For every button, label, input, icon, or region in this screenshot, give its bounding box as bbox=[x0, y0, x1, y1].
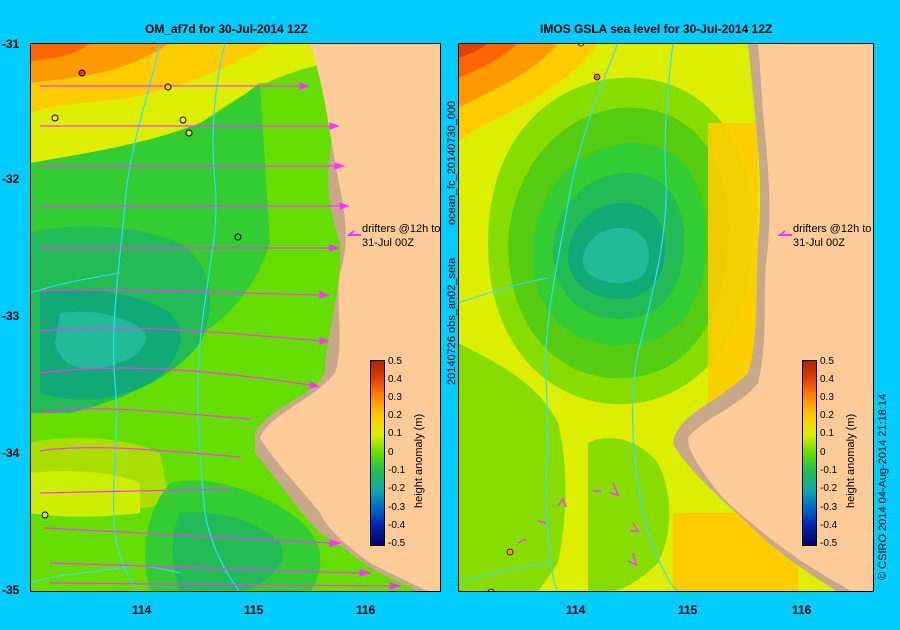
colorbar-tick: -0.1 bbox=[388, 465, 406, 476]
colorbar-tick: -0.5 bbox=[388, 538, 406, 549]
left-map bbox=[30, 43, 441, 592]
colorbar-tick: 0 bbox=[388, 447, 394, 458]
colorbar-tick: 0.4 bbox=[388, 374, 402, 385]
colorbar-tick: -0.4 bbox=[820, 520, 838, 531]
x-tick-label: 116 bbox=[792, 603, 812, 617]
colorbar-tick: 0.2 bbox=[820, 410, 834, 421]
colorbar-tick: 0.3 bbox=[388, 392, 402, 403]
right-colorbar-label: height anomaly (m) bbox=[845, 413, 857, 508]
left-colorbar-label: height anomaly (m) bbox=[413, 413, 425, 508]
right-drifter-arrow bbox=[778, 230, 792, 236]
colorbar-tick: -0.4 bbox=[388, 520, 406, 531]
x-tick-label: 115 bbox=[678, 603, 698, 617]
left-colorbar bbox=[370, 360, 385, 546]
y-tick-label: -31 bbox=[2, 37, 20, 51]
x-tick-label: 116 bbox=[356, 603, 376, 617]
right-colorbar bbox=[802, 360, 817, 546]
y-tick-label: -32 bbox=[2, 172, 20, 186]
observation-id-text: 20140726 obs_an02_seta bbox=[446, 257, 458, 385]
right-drifter-note-line2: 31-Jul 00Z bbox=[793, 237, 845, 249]
forecast-id-text: ocean_fc_20140730_000 bbox=[446, 100, 458, 225]
colorbar-tick: -0.3 bbox=[820, 502, 838, 513]
copyright-timestamp: © CSIRO 2014 04-Aug-2014 21:18:14 bbox=[877, 393, 889, 580]
x-tick-label: 114 bbox=[566, 603, 586, 617]
x-tick-label: 114 bbox=[132, 603, 152, 617]
right-drifter-note: drifters @12h to 31-Jul 00Z bbox=[793, 222, 871, 250]
colorbar-tick: 0.5 bbox=[388, 356, 402, 367]
left-map-title: OM_af7d for 30-Jul-2014 12Z bbox=[145, 22, 308, 36]
colorbar-tick: 0.4 bbox=[820, 374, 834, 385]
colorbar-tick: 0.3 bbox=[820, 392, 834, 403]
colorbar-tick: -0.2 bbox=[388, 483, 406, 494]
right-map bbox=[458, 43, 874, 592]
right-map-title: IMOS GSLA sea level for 30-Jul-2014 12Z bbox=[540, 22, 773, 36]
colorbar-tick: -0.1 bbox=[820, 465, 838, 476]
y-tick-label: -34 bbox=[2, 446, 20, 460]
left-drifter-note: drifters @12h to 31-Jul 00Z bbox=[362, 222, 440, 250]
colorbar-tick: 0.5 bbox=[820, 356, 834, 367]
colorbar-tick: -0.5 bbox=[820, 538, 838, 549]
colorbar-tick: 0 bbox=[820, 447, 826, 458]
colorbar-tick: -0.2 bbox=[820, 483, 838, 494]
left-drifter-arrow bbox=[347, 230, 361, 236]
right-drifter-note-line1: drifters @12h to bbox=[793, 223, 872, 235]
left-drifter-note-line1: drifters @12h to bbox=[362, 223, 441, 235]
x-tick-label: 115 bbox=[244, 603, 264, 617]
y-tick-label: -33 bbox=[2, 309, 20, 323]
colorbar-tick: -0.3 bbox=[388, 502, 406, 513]
left-drifter-note-line2: 31-Jul 00Z bbox=[362, 237, 414, 249]
colorbar-tick: 0.1 bbox=[820, 428, 834, 439]
colorbar-tick: 0.2 bbox=[388, 410, 402, 421]
y-tick-label: -35 bbox=[2, 583, 20, 597]
colorbar-tick: 0.1 bbox=[388, 428, 402, 439]
